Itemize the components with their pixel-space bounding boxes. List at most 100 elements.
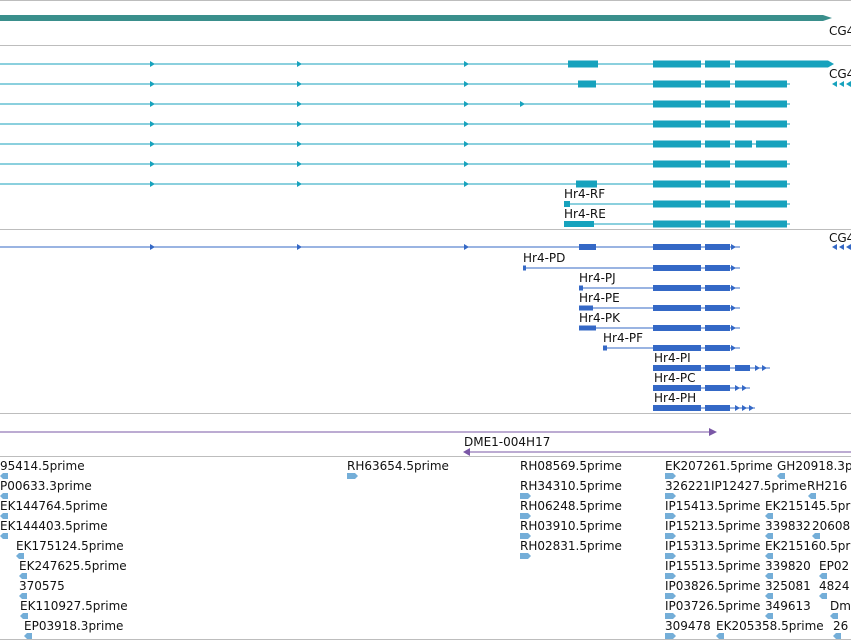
est-label[interactable]: IP15213.5prime — [665, 519, 761, 533]
est-label[interactable]: 20608 — [812, 519, 851, 533]
est-arrow — [665, 573, 676, 579]
transcript-label[interactable]: Hr4-PJ — [579, 271, 616, 285]
est-label[interactable]: RH216 — [807, 479, 848, 493]
exon-block — [653, 100, 701, 108]
transcript-label[interactable]: Hr4-RF — [564, 187, 606, 201]
exon-block — [705, 200, 730, 208]
est-label[interactable]: EK205358.5prime — [716, 619, 824, 633]
est-label[interactable]: RH06248.5prime — [520, 499, 622, 513]
transcript-label[interactable]: Hr4-PE — [579, 291, 620, 305]
exon-block — [653, 160, 701, 168]
strand-arrow — [150, 121, 155, 127]
est-label[interactable]: 26 — [833, 619, 849, 633]
est-arrow — [665, 513, 676, 519]
exon-block — [653, 385, 701, 391]
est-label[interactable]: IP15413.5prime — [665, 499, 761, 513]
strand-arrow — [839, 81, 844, 87]
exon-block — [735, 60, 828, 68]
est-label[interactable]: EK215145.5prime — [765, 499, 851, 513]
gene-label[interactable]: CG4 — [829, 231, 851, 245]
est-label[interactable]: 325081 — [765, 579, 811, 593]
strand-arrow — [297, 244, 302, 250]
est-label[interactable]: IP03826.5prime — [665, 579, 761, 593]
est-arrow — [808, 493, 816, 499]
strand-arrow — [464, 61, 469, 67]
est-label[interactable]: RH02831.5prime — [520, 539, 622, 553]
est-arrow — [765, 573, 773, 579]
transcript-label[interactable]: Hr4-PD — [523, 251, 566, 265]
est-label[interactable]: IP12427.5prime — [711, 479, 807, 493]
est-label[interactable]: IP15513.5prime — [665, 559, 761, 573]
est-label[interactable]: EP03918.3prime — [24, 619, 124, 633]
est-label[interactable]: EK144764.5prime — [0, 499, 108, 513]
strand-arrow — [742, 405, 747, 411]
est-arrow — [665, 593, 676, 599]
est-label[interactable]: 339832 — [765, 519, 811, 533]
strand-arrow — [832, 81, 837, 87]
transcript-label[interactable]: Hr4-PK — [579, 311, 621, 325]
est-label[interactable]: RH63654.5prime — [347, 459, 449, 473]
exon-block — [0, 15, 823, 21]
transcript-label[interactable]: Hr4-RE — [564, 207, 606, 221]
est-label[interactable]: 339820 — [765, 559, 811, 573]
strand-arrow — [742, 385, 747, 391]
exon-block — [564, 201, 570, 207]
est-arrow — [16, 553, 24, 559]
exon-block — [603, 345, 607, 351]
strand-arrow — [463, 448, 470, 456]
est-label[interactable]: 309478 — [665, 619, 711, 633]
strand-arrow — [735, 385, 740, 391]
est-label[interactable]: RH08569.5prime — [520, 459, 622, 473]
gene-label[interactable]: CG4 — [829, 24, 851, 38]
exon-block — [653, 140, 701, 148]
est-label[interactable]: EK144403.5prime — [0, 519, 108, 533]
strand-arrow — [464, 101, 469, 107]
est-arrow — [665, 613, 676, 619]
transcript-label[interactable]: Hr4-PH — [654, 391, 697, 405]
track-separator — [0, 639, 851, 640]
exon-block — [705, 265, 730, 271]
exon-block — [653, 220, 701, 228]
est-arrow — [520, 533, 531, 539]
est-label[interactable]: RH03910.5prime — [520, 519, 622, 533]
exon-block — [653, 325, 701, 331]
est-label[interactable]: GH20918.3p — [777, 459, 851, 473]
est-arrow — [0, 493, 8, 499]
est-label[interactable]: 326221 — [665, 479, 711, 493]
est-label[interactable]: Dm — [830, 599, 851, 613]
strand-arrow — [731, 325, 736, 331]
exon-block — [705, 244, 730, 250]
exon-block — [579, 305, 593, 311]
strand-arrow — [520, 101, 525, 107]
est-label[interactable]: 95414.5prime — [0, 459, 85, 473]
gene-label[interactable]: CG4 — [829, 67, 851, 81]
est-label[interactable]: EP02 — [819, 559, 850, 573]
est-label[interactable]: EK215160.5pr — [765, 539, 851, 553]
est-label[interactable]: 370575 — [19, 579, 65, 593]
transcript-label[interactable]: Hr4-PF — [603, 331, 644, 345]
transcript-label[interactable]: Hr4-PI — [654, 351, 691, 365]
est-arrow — [812, 533, 820, 539]
est-label[interactable]: RH34310.5prime — [520, 479, 622, 493]
est-label[interactable]: 349613 — [765, 599, 811, 613]
est-label[interactable]: EK247625.5prime — [19, 559, 127, 573]
est-label[interactable]: IP03726.5prime — [665, 599, 761, 613]
est-arrow — [0, 533, 8, 539]
est-label[interactable]: P00633.3prime — [0, 479, 92, 493]
est-label[interactable]: IP15313.5prime — [665, 539, 761, 553]
est-label[interactable]: EK207261.5prime — [665, 459, 773, 473]
transcript-label[interactable]: Hr4-PC — [654, 371, 696, 385]
est-arrow — [830, 613, 838, 619]
exon-block — [735, 120, 787, 128]
est-label[interactable]: 4824 — [819, 579, 850, 593]
est-arrow — [819, 593, 827, 599]
est-label[interactable]: EK110927.5prime — [20, 599, 128, 613]
est-arrow — [665, 473, 676, 479]
est-arrow — [765, 533, 773, 539]
est-label[interactable]: EK175124.5prime — [16, 539, 124, 553]
exon-block — [579, 285, 583, 291]
exon-block — [735, 365, 750, 371]
clone-label[interactable]: DME1-004H17 — [464, 435, 551, 449]
